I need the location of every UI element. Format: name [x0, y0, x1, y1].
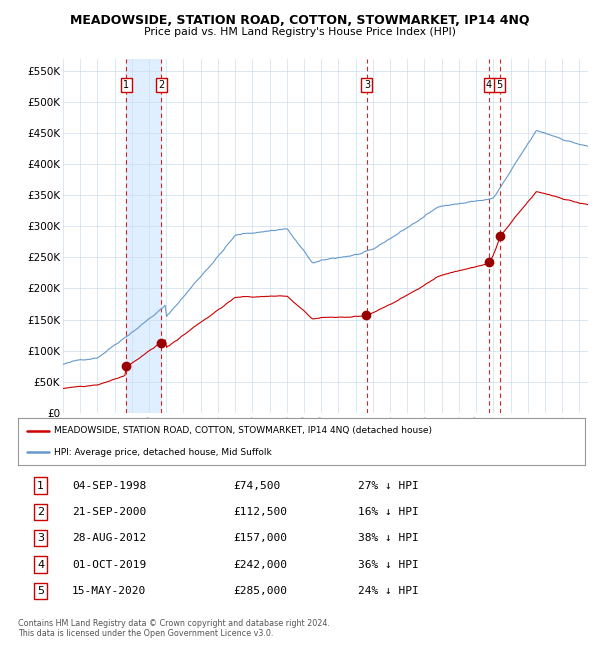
Text: 04-SEP-1998: 04-SEP-1998 [72, 480, 146, 491]
Text: 1: 1 [123, 80, 129, 90]
Text: £112,500: £112,500 [233, 507, 287, 517]
Text: MEADOWSIDE, STATION ROAD, COTTON, STOWMARKET, IP14 4NQ: MEADOWSIDE, STATION ROAD, COTTON, STOWMA… [70, 14, 530, 27]
Text: 15-MAY-2020: 15-MAY-2020 [72, 586, 146, 596]
Text: £242,000: £242,000 [233, 560, 287, 569]
Text: MEADOWSIDE, STATION ROAD, COTTON, STOWMARKET, IP14 4NQ (detached house): MEADOWSIDE, STATION ROAD, COTTON, STOWMA… [54, 426, 432, 435]
Text: 4: 4 [486, 80, 492, 90]
Text: Contains HM Land Registry data © Crown copyright and database right 2024.
This d: Contains HM Land Registry data © Crown c… [18, 619, 330, 638]
Text: 36% ↓ HPI: 36% ↓ HPI [358, 560, 419, 569]
Text: £285,000: £285,000 [233, 586, 287, 596]
Bar [126, 58, 161, 413]
Text: 28-AUG-2012: 28-AUG-2012 [72, 533, 146, 543]
Text: 16% ↓ HPI: 16% ↓ HPI [358, 507, 419, 517]
Text: £157,000: £157,000 [233, 533, 287, 543]
Text: 5: 5 [497, 80, 503, 90]
Text: 24% ↓ HPI: 24% ↓ HPI [358, 586, 419, 596]
Text: 3: 3 [364, 80, 370, 90]
Text: £74,500: £74,500 [233, 480, 281, 491]
Text: 21-SEP-2000: 21-SEP-2000 [72, 507, 146, 517]
Text: 2: 2 [37, 507, 44, 517]
Text: 27% ↓ HPI: 27% ↓ HPI [358, 480, 419, 491]
Text: 01-OCT-2019: 01-OCT-2019 [72, 560, 146, 569]
Text: 3: 3 [37, 533, 44, 543]
Text: HPI: Average price, detached house, Mid Suffolk: HPI: Average price, detached house, Mid … [54, 448, 271, 456]
Text: 2: 2 [158, 80, 164, 90]
Text: 4: 4 [37, 560, 44, 569]
Text: 1: 1 [37, 480, 44, 491]
Text: 38% ↓ HPI: 38% ↓ HPI [358, 533, 419, 543]
Text: 5: 5 [37, 586, 44, 596]
Text: Price paid vs. HM Land Registry's House Price Index (HPI): Price paid vs. HM Land Registry's House … [144, 27, 456, 37]
